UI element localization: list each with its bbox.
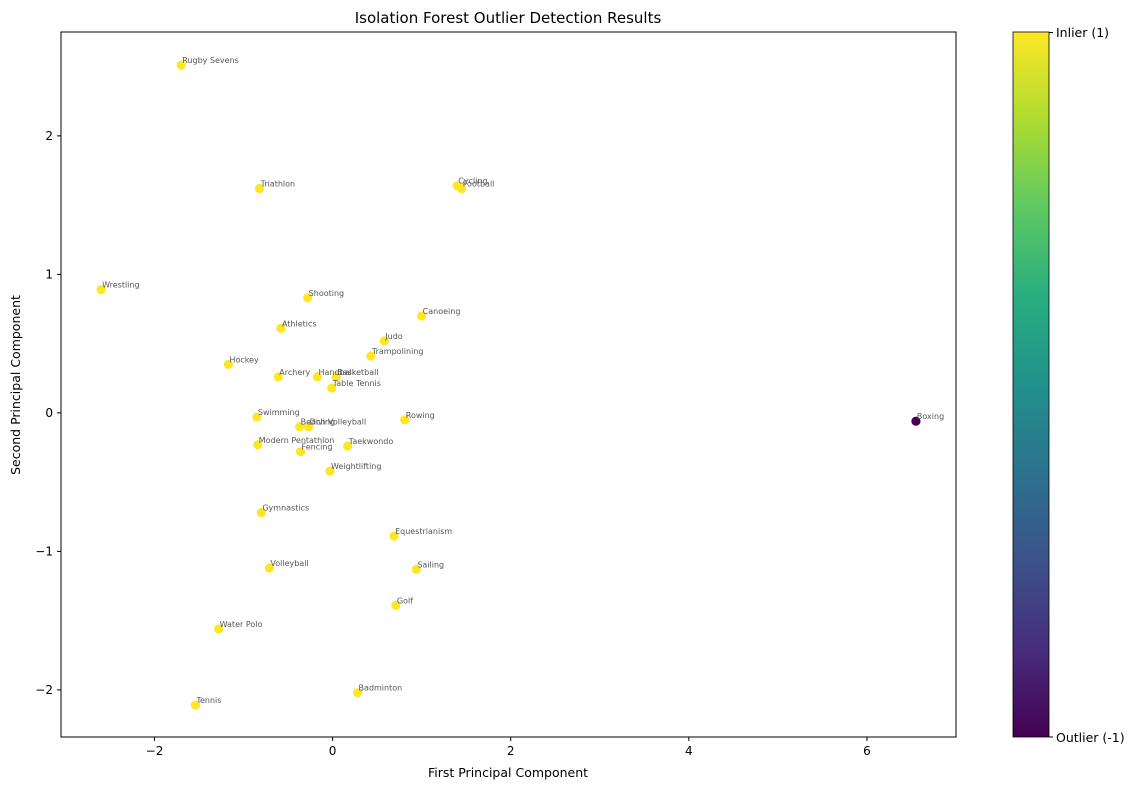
scatter-point-boxing (911, 416, 921, 426)
scatter-point-modern-pentathlon (253, 440, 263, 450)
point-label: Triathlon (260, 180, 296, 189)
point-label: Badminton (359, 684, 403, 693)
point-label: Trampolining (371, 347, 424, 356)
point-label: Taekwondo (348, 437, 394, 446)
scatter-point-athletics (276, 323, 286, 334)
point-label: Fencing (302, 443, 333, 452)
colorbar-label-inlier: Inlier (1) (1056, 25, 1109, 40)
point-label: Shooting (309, 289, 344, 298)
scatter-point-handball (312, 372, 323, 382)
point-label: Sailing (417, 560, 444, 569)
scatter-point-table-tennis (327, 383, 337, 393)
x-axis-ticks: −2 0 2 4 6 (146, 737, 871, 758)
scatter-point-football (457, 183, 467, 194)
plot-area (61, 32, 956, 737)
x-tick-label: 4 (685, 744, 693, 758)
point-label: Equestrianism (395, 527, 452, 536)
point-label: Hockey (229, 355, 259, 364)
scatter-point-canoeing (417, 311, 427, 321)
point-label: Volleyball (270, 559, 308, 568)
point-label: Water Polo (220, 620, 263, 629)
point-label: Basketball (337, 368, 378, 377)
scatter-point-hockey (223, 359, 234, 370)
scatter-point-diving (303, 422, 314, 432)
point-label: Swimming (258, 408, 300, 417)
scatter-point-triathlon (254, 183, 265, 194)
x-axis-label: First Principal Component (428, 765, 588, 780)
point-label: Diving (310, 418, 336, 427)
colorbar-label-outlier: Outlier (-1) (1056, 730, 1125, 745)
point-label: Athletics (282, 319, 317, 328)
y-tick-label: −1 (35, 544, 53, 558)
chart-title: Isolation Forest Outlier Detection Resul… (355, 9, 662, 27)
scatter-point-gymnastics (256, 508, 266, 518)
point-label: Rowing (406, 411, 435, 420)
scatter-point-taekwondo (343, 441, 353, 451)
y-axis-label: Second Principal Component (8, 295, 23, 475)
colorbar (1012, 31, 1050, 738)
scatter-point-rowing (400, 415, 410, 425)
point-label: Judo (384, 332, 403, 341)
point-label: Weightlifting (331, 462, 382, 471)
point-label: Archery (279, 368, 310, 377)
scatter-point-volleyball (264, 563, 274, 573)
x-tick-label: −2 (146, 744, 164, 758)
point-label: Gymnastics (262, 504, 309, 513)
scatter-point-golf (391, 600, 401, 611)
y-tick-label: 1 (45, 267, 53, 281)
point-label: Cycling (458, 177, 487, 186)
y-tick-label: −2 (35, 683, 53, 697)
y-tick-label: 0 (45, 406, 53, 420)
point-label: Boxing (917, 412, 944, 421)
scatter-point-wrestling (96, 285, 106, 295)
scatter-point-beach-volleyball (295, 422, 305, 432)
point-label: Handball (318, 368, 354, 377)
scatter-point-sailing (411, 564, 421, 575)
point-label: Football (463, 180, 495, 189)
x-tick-label: 0 (329, 744, 337, 758)
scatter-point-shooting (303, 293, 313, 303)
scatter-point-fencing (295, 447, 306, 457)
scatter-point-equestrianism (389, 531, 399, 541)
point-label: Tennis (195, 696, 221, 705)
point-label: Rugby Sevens (182, 56, 239, 65)
point-label: Modern Pentathlon (259, 436, 335, 445)
point-label: Wrestling (102, 281, 139, 290)
plot-frame (60, 31, 957, 738)
scatter-point-weightlifting (325, 466, 335, 476)
point-label: Golf (397, 596, 413, 605)
scatter-point-archery (273, 372, 283, 382)
scatter-points (96, 60, 921, 710)
scatter-point-judo (379, 336, 389, 346)
scatter-point-trampolining (366, 351, 376, 361)
y-tick-label: 2 (45, 129, 53, 143)
scatter-point-badminton (352, 688, 363, 698)
x-tick-label: 2 (507, 744, 515, 758)
x-tick-label: 6 (863, 744, 871, 758)
scatter-point-basketball (331, 372, 341, 382)
scatter-point-water-polo (214, 624, 224, 634)
point-label: Table Tennis (332, 379, 381, 388)
point-label: Canoeing (423, 307, 461, 316)
point-label: Beach Volleyball (301, 418, 367, 427)
scatter-point-rugby-sevens (176, 60, 186, 70)
y-axis-ticks: −2 −1 0 1 2 (35, 129, 61, 697)
scatter-point-tennis (190, 700, 201, 710)
scatter-point-swimming (252, 412, 262, 422)
